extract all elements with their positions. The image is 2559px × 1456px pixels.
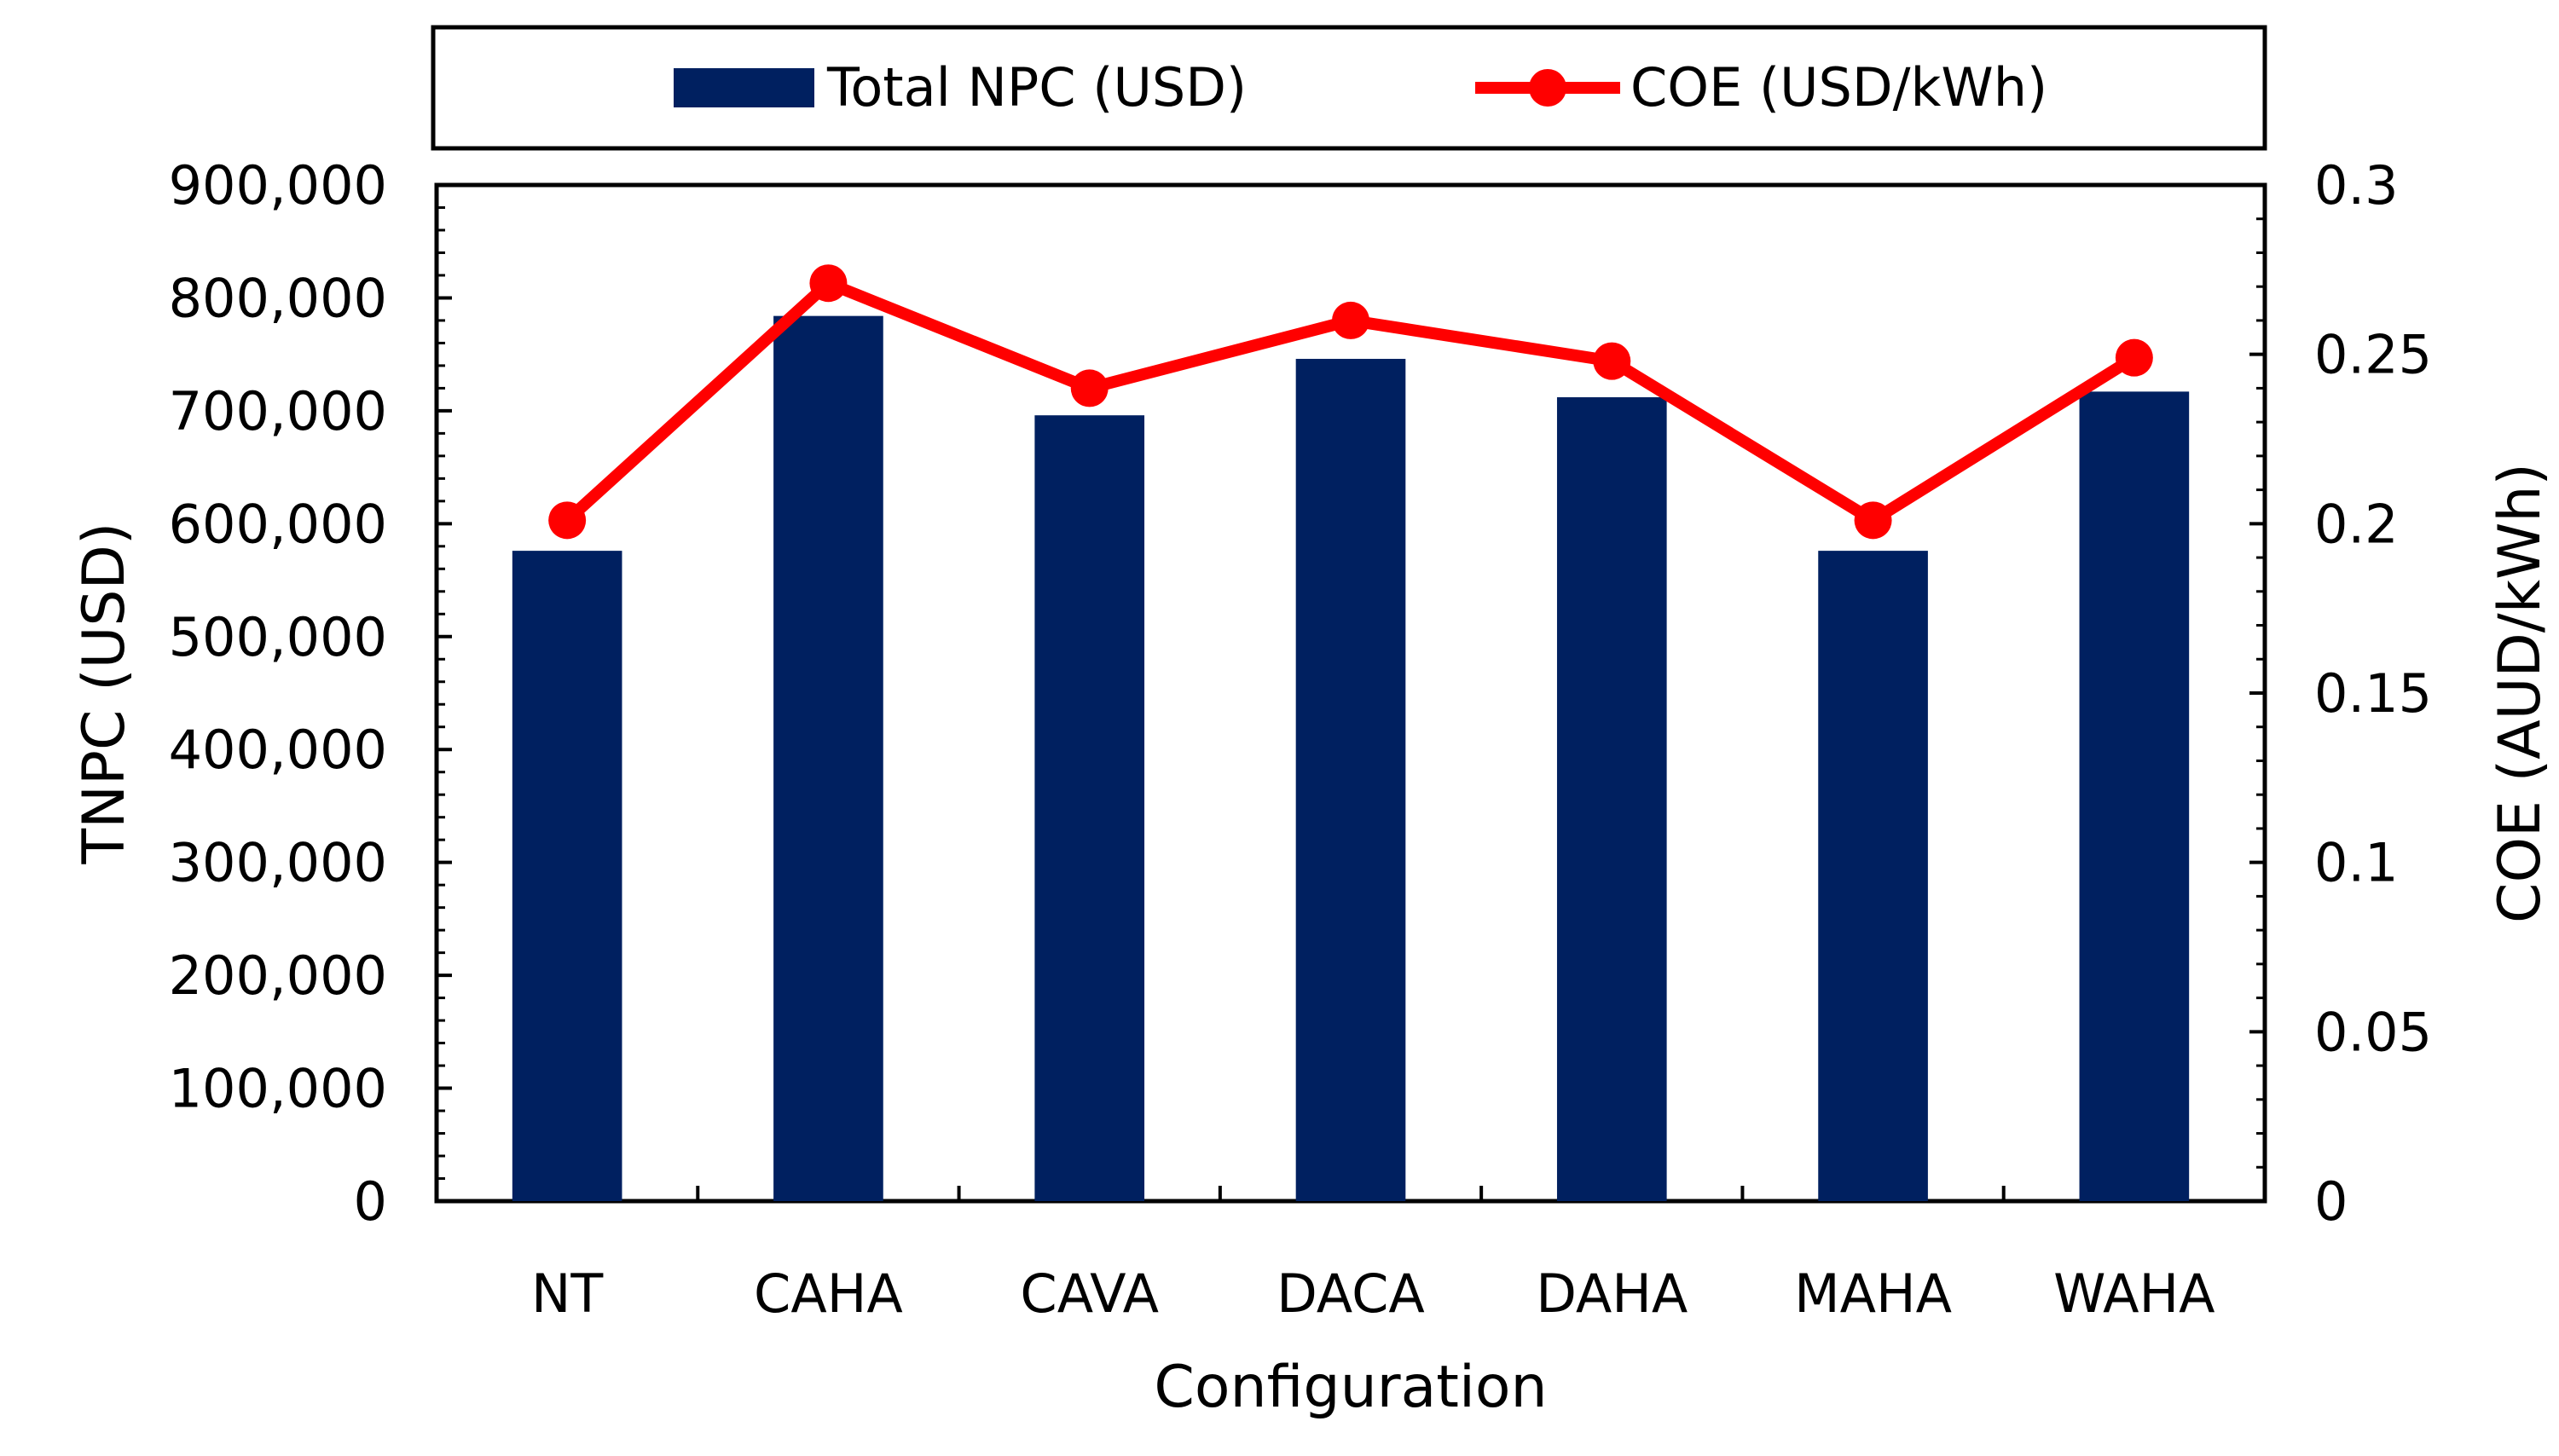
- coe-point-waha: [2115, 338, 2153, 377]
- right-axis: 0 0.05 0.1 0.15 0.2 0.25 0.3: [2249, 154, 2432, 1233]
- category-label: WAHA: [2053, 1262, 2215, 1325]
- x-axis: NT CAHA CAVA DACA DAHA MAHA WAHA: [435, 1186, 2267, 1325]
- legend-bar-swatch: [674, 68, 814, 107]
- left-axis: 0 100,000 200,000 300,000 400,000 500,000 600,…: [169, 154, 452, 1233]
- right-tick-label: 0: [2314, 1170, 2348, 1233]
- coe-point-daha: [1593, 342, 1631, 380]
- left-axis-title: TNPC (USD): [71, 523, 138, 865]
- coe-point-maha: [1854, 501, 1892, 540]
- right-tick-label: 0.3: [2314, 154, 2399, 217]
- legend: Total NPC (USD) COE (USD/kWh): [431, 25, 2267, 151]
- left-tick-label: 100,000: [169, 1058, 387, 1120]
- line-series: [548, 264, 2153, 540]
- left-tick-label: 800,000: [169, 267, 387, 329]
- x-axis-title: Configuration: [1154, 1354, 1547, 1421]
- right-axis-title: COE (AUD/kWh): [2487, 463, 2554, 923]
- bar-maha: [1818, 551, 1928, 1201]
- coe-point-cava: [1070, 369, 1109, 407]
- bar-daha: [1556, 396, 1667, 1201]
- legend-bar-label: Total NPC (USD): [826, 56, 1247, 118]
- coe-point-nt: [548, 501, 587, 540]
- left-tick-label: 400,000: [169, 719, 387, 781]
- right-tick-label: 0.15: [2314, 662, 2432, 725]
- left-tick-label: 0: [354, 1170, 387, 1233]
- right-tick-label: 0.05: [2314, 1001, 2432, 1063]
- legend-line-marker: [1529, 69, 1566, 107]
- left-tick-label: 700,000: [169, 380, 387, 442]
- left-tick-label: 200,000: [169, 945, 387, 1007]
- coe-point-caha: [809, 264, 848, 303]
- right-tick-label: 0.1: [2314, 832, 2399, 894]
- category-label: CAVA: [1020, 1262, 1159, 1325]
- category-label: CAHA: [754, 1262, 903, 1325]
- coe-point-daca: [1332, 301, 1369, 339]
- category-label: NT: [531, 1262, 604, 1325]
- category-label: DAHA: [1536, 1262, 1688, 1325]
- category-label: DACA: [1277, 1262, 1425, 1325]
- right-tick-label: 0.2: [2314, 493, 2399, 555]
- bar-daca: [1295, 358, 1406, 1201]
- legend-line-label: COE (USD/kWh): [1630, 56, 2047, 118]
- bar-caha: [773, 315, 883, 1202]
- left-tick-label: 500,000: [169, 606, 387, 668]
- bar-waha: [2079, 391, 2190, 1202]
- bar-nt: [512, 551, 622, 1201]
- bar-series: [512, 315, 2190, 1202]
- category-label: MAHA: [1794, 1262, 1952, 1325]
- bar-cava: [1034, 415, 1145, 1202]
- left-tick-label: 900,000: [169, 154, 387, 217]
- left-tick-label: 600,000: [169, 493, 387, 555]
- left-tick-label: 300,000: [169, 832, 387, 894]
- right-tick-label: 0.25: [2314, 324, 2432, 386]
